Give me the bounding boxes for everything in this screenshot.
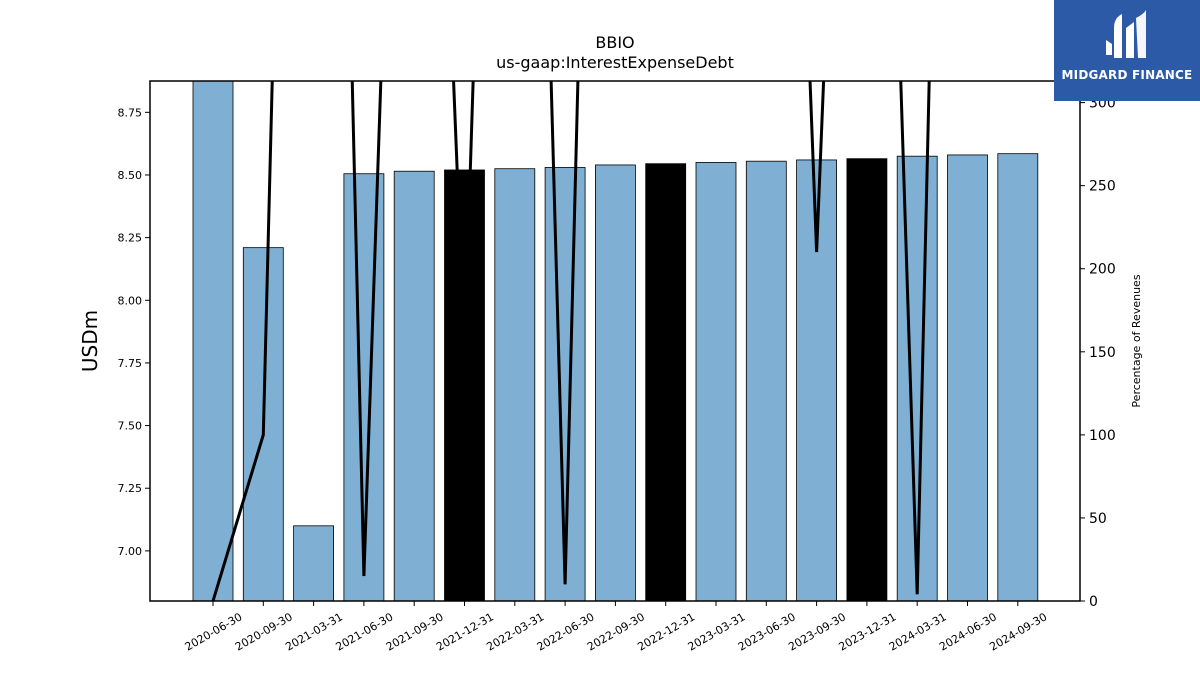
bar-2024-03-31 (896, 155, 938, 601)
y-tick-label: 7.75 (118, 357, 143, 370)
y2-tick-label: 200 (1089, 262, 1116, 278)
bar-2022-09-30 (595, 164, 636, 601)
y-tick-label: 7.25 (118, 482, 143, 495)
bar-2021-09-30 (393, 170, 435, 601)
y-tick-label: 8.75 (118, 106, 143, 119)
bar-2021-12-31 (444, 169, 485, 601)
y2-axis-label: Percentage of Revenues (1130, 274, 1143, 407)
y2-tick-label: 250 (1089, 179, 1116, 195)
bar-2023-12-31 (846, 158, 888, 601)
y2-tick-label: 50 (1089, 511, 1107, 527)
y-tick-label: 7.50 (118, 420, 143, 433)
chart-title: BBIO (595, 33, 634, 52)
y2-tick-label: 100 (1089, 428, 1116, 444)
y-tick-label: 8.00 (118, 294, 143, 307)
y2-tick-label: 150 (1089, 345, 1116, 361)
company-logo: MIDGARD FINANCE (1054, 0, 1200, 101)
bar-2024-09-30 (997, 153, 1039, 601)
y2-tick-label: 0 (1089, 594, 1098, 610)
y-axis-label: USDm (78, 310, 102, 372)
bar-2021-03-31 (293, 525, 335, 601)
logo-text: MIDGARD FINANCE (1061, 68, 1193, 82)
y-tick-label: 8.50 (118, 169, 143, 182)
bar-2024-06-30 (947, 154, 988, 601)
y-tick-label: 8.25 (118, 232, 143, 245)
bar-2023-06-30 (745, 160, 787, 601)
logo-mark-icon (1106, 10, 1146, 58)
bar-2022-03-31 (494, 168, 536, 601)
bar-2023-03-31 (695, 162, 737, 601)
bar-2022-12-31 (645, 163, 687, 601)
bar-2020-06-30 (192, 81, 234, 601)
chart-subtitle: us-gaap:InterestExpenseDebt (496, 53, 734, 72)
x-tick-label: 2024-09-30 (987, 610, 1049, 653)
y-tick-label: 7.00 (118, 545, 143, 558)
